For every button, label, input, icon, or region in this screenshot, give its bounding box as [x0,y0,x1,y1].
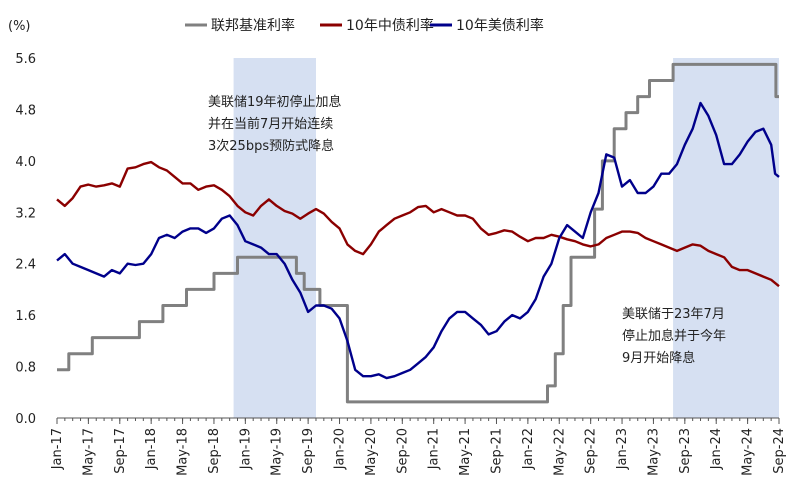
annotation-1-line-2: 并在当前7月开始连续 [208,116,333,132]
y-tick-label-4: 3.2 [15,206,36,221]
x-tick-label-6: Jan-19 [238,428,253,470]
x-tick-label-10: May-20 [364,428,379,476]
x-tick-label-4: May-18 [176,428,191,476]
x-tick-label-16: May-22 [552,428,567,476]
y-axis: 0.0 0.8 1.6 2.4 3.2 4.0 4.8 5.6 [15,52,36,427]
x-tick-label-19: May-23 [646,428,661,476]
x-tick-label-17: Sep-22 [584,428,599,474]
x-tick-label-13: May-21 [458,428,473,476]
legend-label-2: 10年中债利率 [346,17,434,34]
legend-label-3: 10年美债利率 [456,17,544,34]
x-tick-label-9: Jan-20 [333,428,348,470]
y-tick-label-0: 0.0 [15,412,36,427]
shaded-region-2 [673,58,779,418]
legend-label-1: 联邦基准利率 [211,17,295,34]
x-tick-label-5: Sep-18 [207,428,222,474]
x-tick-label-2: Sep-17 [113,428,128,474]
x-tick-label-22: May-24 [741,428,756,476]
x-tick-label-18: Jan-23 [615,428,630,470]
y-tick-label-2: 1.6 [15,309,36,324]
x-tick-label-20: Sep-23 [678,428,693,474]
x-tick-label-0: Jan-17 [50,428,65,470]
x-tick-label-21: Jan-24 [709,428,724,470]
y-axis-unit-label: (%) [8,19,31,34]
x-tick-label-11: Sep-20 [395,428,410,474]
x-tick-label-12: Jan-21 [427,428,442,470]
x-axis: Jan-17 May-17 Sep-17 Jan-18 May-18 Sep-18 Jan-… [50,417,787,476]
series-layer [56,62,780,404]
y-tick-label-6: 4.8 [15,103,36,118]
annotation-2-line-3: 9月开始降息 [622,350,695,366]
y-tick-label-7: 5.6 [15,52,36,67]
series-line-1 [57,62,779,404]
shaded-region-1 [233,58,316,418]
annotation-1-line-3: 3次25bps预防式降息 [208,138,334,154]
annotation-1-line-1: 美联储19年初停止加息 [208,94,342,110]
y-tick-label-5: 4.0 [15,155,36,170]
series-line-2 [56,160,780,288]
annotation-2-line-1: 美联储于23年7月 [622,307,725,322]
shaded-periods [233,58,779,418]
y-tick-label-3: 2.4 [15,258,36,273]
y-tick-label-1: 0.8 [15,361,36,376]
x-tick-label-3: Jan-18 [144,428,159,470]
x-tick-label-15: Jan-22 [521,428,536,470]
x-tick-label-7: May-19 [270,428,285,476]
x-tick-label-1: May-17 [81,428,96,476]
annotation-2-line-2: 停止加息并于今年 [622,328,726,344]
x-tick-label-8: Sep-19 [301,428,316,474]
series-line-3 [56,101,780,380]
x-tick-label-14: Sep-21 [489,428,504,474]
legend: 联邦基准利率 10年中债利率 10年美债利率 [185,17,544,34]
x-tick-label-23: Sep-24 [772,428,787,474]
